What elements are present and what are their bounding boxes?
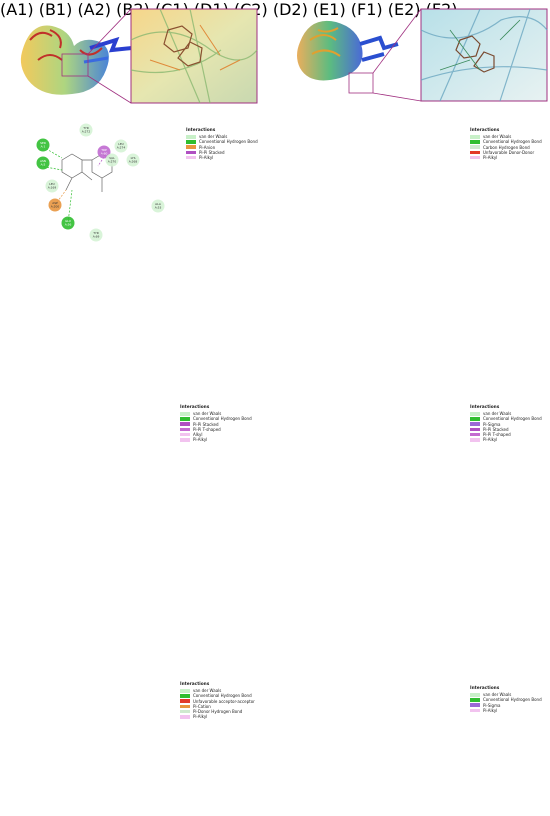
legend-label: Pi-Alkyl: [483, 155, 497, 160]
panel-B1-structure: [297, 9, 547, 101]
legend-item: Pi-Alkyl: [470, 437, 542, 442]
legend-C2: Interactions van der Waals Conventional Hy…: [180, 405, 252, 442]
legend-swatch: [470, 693, 480, 697]
residue-label: A:272: [82, 130, 91, 134]
residue-label: A:169: [48, 186, 57, 190]
legend-label: Pi-Alkyl: [483, 437, 497, 442]
legend-A2: Interactions van der Waals Conventional Hy…: [186, 128, 258, 160]
legend-swatch: [180, 710, 190, 714]
legend-swatch: [180, 689, 190, 693]
legend-swatch: [180, 699, 190, 703]
legend-swatch: [470, 145, 480, 149]
residue-label: A:200: [51, 205, 60, 209]
legend-swatch: [180, 433, 190, 437]
residue-label: A:53: [155, 206, 162, 210]
legend-item: Pi-Alkyl: [470, 155, 542, 160]
legend-item: Pi-Alkyl: [470, 708, 542, 713]
legend-swatch: [470, 703, 480, 707]
panel-A2-diagram: TYRA:272LEUA:274TRPA:60VALA:270LYSA:268S…: [37, 124, 165, 242]
legend-title: Interactions: [186, 128, 258, 133]
legend-swatch: [180, 705, 190, 709]
residue-label: A:60: [101, 152, 108, 156]
legend-swatch: [470, 151, 480, 155]
legend-label: Pi-Alkyl: [483, 708, 497, 713]
legend-swatch: [186, 145, 196, 149]
legend-F2: Interactions van der Waals Conventional Hy…: [470, 686, 542, 713]
legend-swatch: [180, 694, 190, 698]
residue-label: A:5: [41, 163, 46, 167]
legend-swatch: [470, 698, 480, 702]
residue-bubble: LEUA:169: [46, 180, 59, 193]
legend-swatch: [180, 715, 190, 719]
legend-label: Pi-Alkyl: [193, 437, 207, 442]
legend-swatch: [186, 140, 196, 144]
legend-title: Interactions: [470, 128, 542, 133]
panel-A1-structure: [21, 9, 257, 103]
legend-swatch: [470, 438, 480, 442]
legend-swatch: [470, 428, 480, 432]
residue-label: A:270: [108, 160, 117, 164]
legend-E2: Interactions van der Waals Conventional Hy…: [180, 682, 255, 719]
legend-swatch: [470, 135, 480, 139]
legend-swatch: [180, 428, 190, 432]
legend-swatch: [186, 156, 196, 160]
legend-swatch: [186, 151, 196, 155]
legend-item: Pi-Alkyl: [180, 437, 252, 442]
residue-label: A:56: [65, 223, 72, 227]
legend-item: Pi-Alkyl: [186, 155, 258, 160]
legend-swatch: [180, 417, 190, 421]
legend-title: Interactions: [470, 405, 542, 410]
legend-title: Interactions: [180, 405, 252, 410]
legend-item: Pi-Alkyl: [180, 714, 255, 719]
legend-swatch: [470, 433, 480, 437]
residue-bubble: ALAA:53: [152, 200, 165, 213]
legend-swatch: [470, 709, 480, 713]
legend-swatch: [470, 156, 480, 160]
residue-label: A:268: [129, 160, 138, 164]
legend-swatch: [186, 135, 196, 139]
legend-swatch: [470, 412, 480, 416]
legend-title: Interactions: [180, 682, 255, 687]
legend-swatch: [470, 140, 480, 144]
legend-swatch: [180, 438, 190, 442]
legend-swatch: [470, 417, 480, 421]
residue-label: A:69: [93, 235, 100, 239]
legend-D2: Interactions van der Waals Conventional Hy…: [470, 405, 542, 442]
residue-label: A:1: [41, 145, 46, 149]
legend-B2: Interactions van der Waals Conventional Hy…: [470, 128, 542, 160]
legend-label: Pi-Alkyl: [199, 155, 213, 160]
legend-label: Pi-Alkyl: [193, 714, 207, 719]
legend-title: Interactions: [470, 686, 542, 691]
residue-label: A:274: [117, 146, 126, 150]
legend-swatch: [470, 422, 480, 426]
legend-swatch: [180, 412, 190, 416]
legend-swatch: [180, 422, 190, 426]
